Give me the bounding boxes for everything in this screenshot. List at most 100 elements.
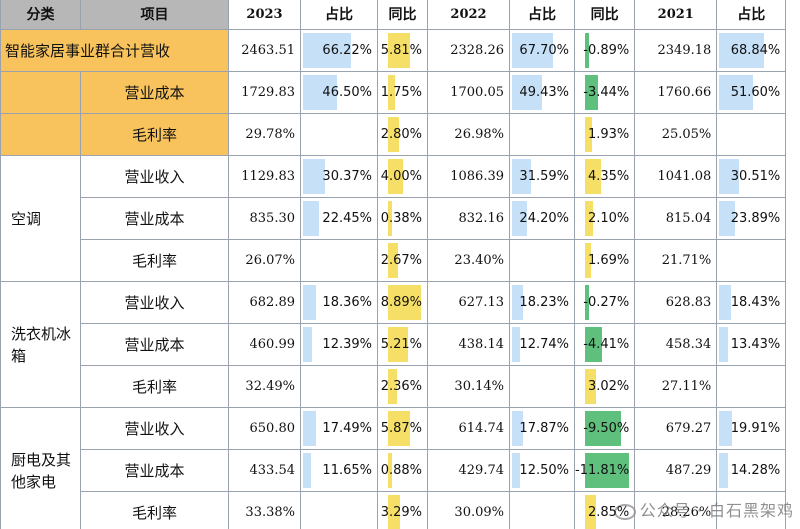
cell-v2022: 1086.39: [427, 155, 510, 198]
header-share-2021: 占比: [716, 0, 787, 30]
cell-yoy2023: 2.36%: [377, 365, 428, 408]
cell-s2022: 31.59%: [509, 155, 575, 198]
cell-v2023: 32.49%: [228, 365, 301, 408]
cell-v2021: 2349.18: [634, 29, 718, 72]
share-bar: [512, 453, 520, 488]
cell-yoy2023: 4.00%: [377, 155, 428, 198]
cell-yoy2023: 0.88%: [377, 449, 428, 492]
cell-s2023: [300, 491, 378, 529]
yoy-bar: [388, 285, 422, 320]
segment-washer-label: 洗衣机冰箱: [0, 281, 81, 408]
cell-s2021: 13.43%: [716, 323, 787, 366]
table-row: 毛利率 29.78% 2.80% 26.98% 1.93% 25.05%: [0, 113, 787, 156]
cell-s2023: 11.65%: [300, 449, 378, 492]
watermark-text: 公众号 · 白石黑架鸡: [639, 501, 794, 520]
value: 1.75%: [380, 85, 422, 100]
cell-yoy2023: 5.87%: [377, 407, 428, 450]
share-bar: [719, 285, 732, 320]
header-item: 项目: [80, 0, 229, 30]
yoy-bar: [388, 411, 410, 446]
cell-v2023: 835.30: [228, 197, 301, 240]
share-bar: [303, 285, 317, 320]
yoy-bar: [388, 369, 397, 404]
yoy-bar: [585, 75, 598, 110]
cell-v2021: 25.05%: [634, 113, 718, 156]
item-label: 营业成本: [80, 197, 229, 240]
yoy-bar: [388, 327, 408, 362]
cell-yoy2022: -9.50%: [573, 407, 636, 450]
empty-cell: [0, 113, 81, 156]
cell-s2021: [716, 491, 787, 529]
yoy-bar: [388, 201, 392, 236]
yoy-bar: [388, 495, 401, 529]
table-row: 毛利率 32.49% 2.36% 30.14% 3.02% 27.11%: [1, 365, 787, 408]
cell-s2022: 12.50%: [509, 449, 575, 492]
share-bar: [512, 33, 554, 68]
cell-s2022: [509, 113, 575, 156]
header-year-2021: 2021: [634, 0, 718, 30]
cell-v2023: 26.07%: [228, 239, 301, 282]
cell-v2021: 679.27: [634, 407, 718, 450]
item-label: 营业收入: [80, 281, 229, 324]
value: 22.45%: [322, 211, 372, 226]
cell-s2023: 22.45%: [300, 197, 378, 240]
yoy-bar: [388, 33, 410, 68]
item-label: 营业成本: [80, 449, 229, 492]
share-bar: [719, 201, 735, 236]
value: 0.88%: [380, 463, 422, 478]
cell-yoy2023: 2.67%: [377, 239, 428, 282]
cell-v2023: 1129.83: [228, 155, 301, 198]
header-yoy-2022: 同比: [573, 0, 636, 30]
cell-v2021: 1760.66: [634, 71, 718, 114]
cell-yoy2023: 5.21%: [377, 323, 428, 366]
value: 68.84%: [730, 43, 781, 58]
header-share-2022: 占比: [509, 0, 575, 30]
cell-s2023: 46.50%: [300, 71, 378, 114]
cell-s2021: 14.28%: [716, 449, 787, 492]
cell-yoy2022: 1.69%: [573, 239, 636, 282]
value: 12.74%: [519, 337, 569, 352]
cell-yoy2022: -11.81%: [573, 449, 636, 492]
share-bar: [512, 327, 520, 362]
value: 4.00%: [380, 169, 422, 184]
cell-s2022: 24.20%: [509, 197, 575, 240]
cell-s2021: 30.51%: [716, 155, 787, 198]
header-year-2022: 2022: [427, 0, 510, 30]
share-bar: [512, 411, 523, 446]
cell-s2021: 23.89%: [716, 197, 787, 240]
share-bar: [719, 411, 733, 446]
yoy-bar: [388, 159, 403, 194]
cell-yoy2023: 3.29%: [377, 491, 428, 529]
yoy-bar: [585, 33, 589, 68]
value: 2.80%: [380, 127, 422, 142]
yoy-bar: [585, 495, 596, 529]
value: 2.10%: [587, 211, 630, 226]
cell-s2021: [716, 113, 787, 156]
value: 17.49%: [322, 421, 372, 436]
value: 49.43%: [519, 85, 569, 100]
yoy-bar: [585, 411, 621, 446]
cell-v2021: 458.34: [634, 323, 718, 366]
cell-v2023: 2463.51: [228, 29, 301, 72]
share-bar: [303, 75, 337, 110]
table-row: 智能家居事业群合计营收 2463.51 66.22% 5.81% 2328.26 67.7…: [0, 29, 787, 72]
yoy-bar: [585, 201, 593, 236]
value: 24.20%: [519, 211, 569, 226]
value: 19.91%: [730, 421, 781, 436]
item-label: 营业成本: [80, 323, 229, 366]
cell-v2022: 2328.26: [427, 29, 510, 72]
watermark: 公众号 · 白石黑架鸡: [613, 497, 794, 521]
share-bar: [719, 453, 729, 488]
cell-v2023: 433.54: [228, 449, 301, 492]
cell-v2023: 682.89: [228, 281, 301, 324]
cell-s2023: [300, 365, 378, 408]
cell-v2022: 429.74: [427, 449, 510, 492]
value: 12.39%: [322, 337, 372, 352]
cell-s2023: 18.36%: [300, 281, 378, 324]
value: 5.21%: [380, 337, 422, 352]
value: 31.59%: [519, 169, 569, 184]
share-bar: [303, 453, 312, 488]
cell-v2022: 627.13: [427, 281, 510, 324]
header-category: 分类: [0, 0, 81, 30]
share-bar: [719, 33, 764, 68]
